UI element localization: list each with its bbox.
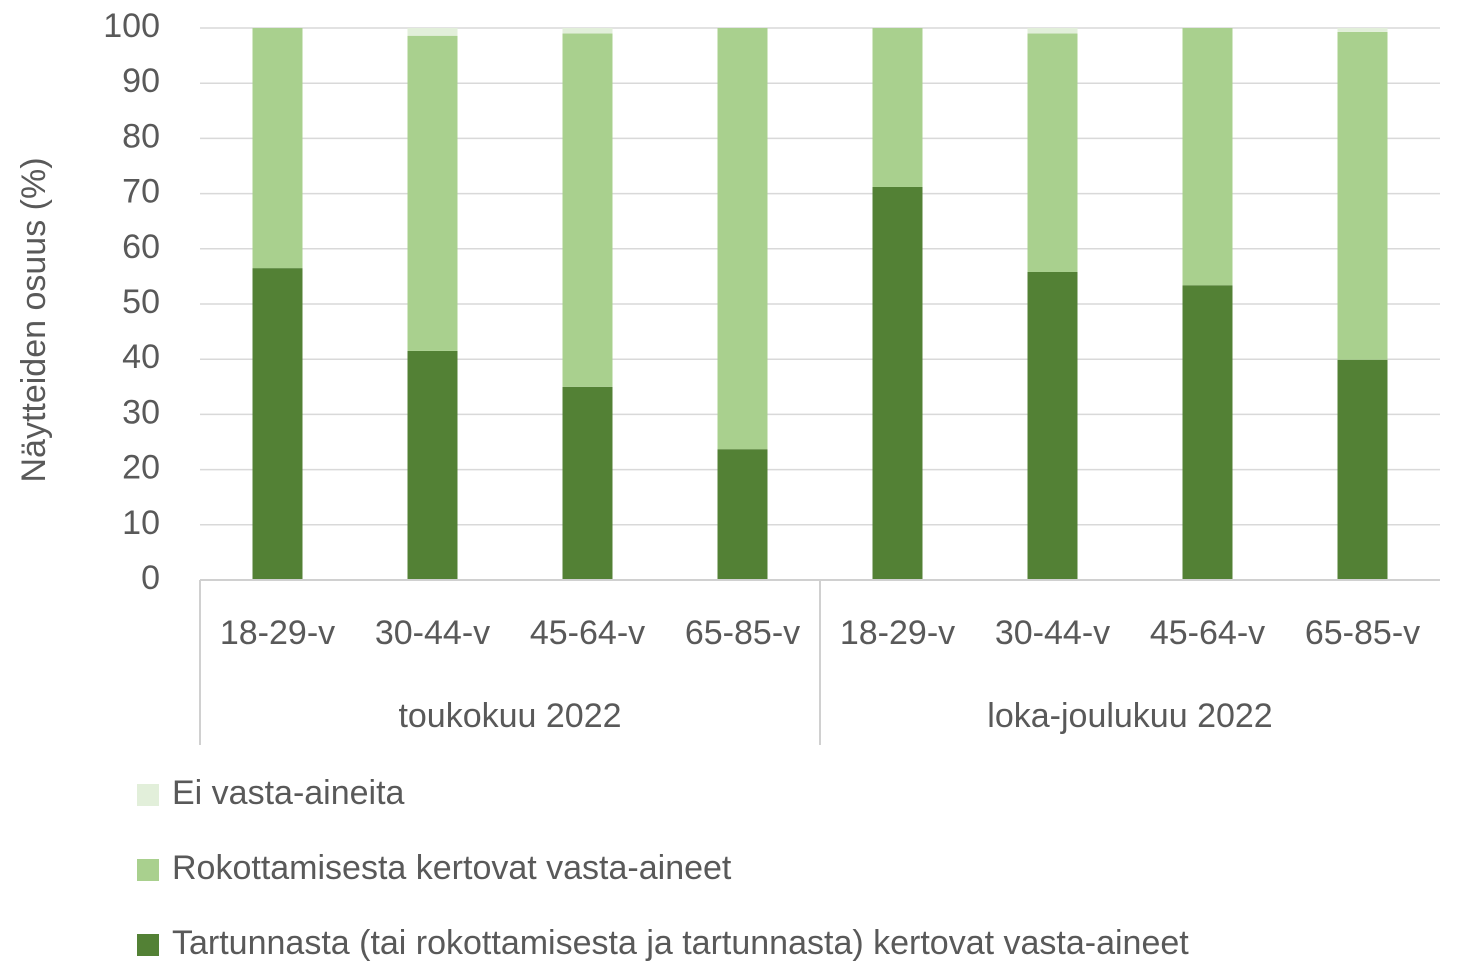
legend-swatch [137,784,159,806]
y-tick-label: 20 [122,449,160,487]
x-tick-label: 30-44-v [375,614,490,652]
y-tick-label: 10 [122,504,160,542]
y-tick-label: 80 [122,117,160,155]
x-tick-label: 65-85-v [1305,614,1420,652]
bar-segment [717,449,768,580]
legend-label: Ei vasta-aineita [172,774,405,812]
legend-swatch [137,859,159,881]
y-tick-label: 30 [122,393,160,431]
y-tick-label: 0 [141,559,160,597]
bar-segment [872,186,923,580]
y-tick-label: 100 [103,7,160,45]
bar-segment [1337,359,1388,580]
group-label: toukokuu 2022 [398,697,621,735]
bar-segment [562,28,613,34]
y-tick-label: 50 [122,283,160,321]
y-tick-label: 70 [122,173,160,211]
x-tick-label: 30-44-v [995,614,1110,652]
bar-segment [717,28,768,450]
bar-segment [407,350,458,580]
bar-segment [252,268,303,580]
bar-segment [1027,28,1078,34]
x-tick-label: 65-85-v [685,614,800,652]
bar-segment [1027,33,1078,272]
y-axis-label: Näytteiden osuus (%) [15,157,53,482]
y-tick-label: 60 [122,228,160,266]
legend-label: Tartunnasta (tai rokottamisesta ja tartu… [172,924,1189,962]
legend-swatch [137,934,159,956]
bar-segment [1027,271,1078,580]
y-tick-label: 40 [122,338,160,376]
group-label: loka-joulukuu 2022 [987,697,1272,735]
legend-label: Rokottamisesta kertovat vasta-aineet [172,849,732,887]
y-tick-label: 90 [122,62,160,100]
bar-segment [872,28,923,187]
bar-segment [407,28,458,36]
bar-segment [252,28,303,269]
x-tick-label: 45-64-v [530,614,645,652]
x-tick-label: 45-64-v [1150,614,1265,652]
bar-segment [407,35,458,351]
bar-segment [562,386,613,580]
x-tick-label: 18-29-v [220,614,335,652]
x-tick-label: 18-29-v [840,614,955,652]
bar-segment [1337,28,1388,32]
bar-segment [1337,31,1388,360]
bar-segment [1182,285,1233,580]
bar-segment [1182,28,1233,286]
bar-segment [562,33,613,387]
